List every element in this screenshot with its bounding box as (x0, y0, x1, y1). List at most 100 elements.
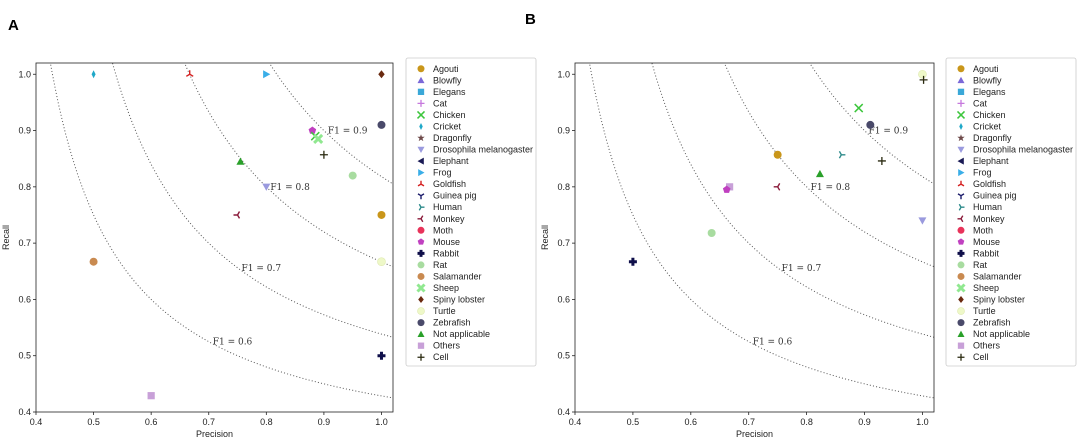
legend-marker-moth (417, 226, 425, 234)
legend-marker-dragonfly (957, 134, 965, 142)
data-point-cell (919, 75, 928, 84)
legend-label-agouti: Agouti (973, 64, 999, 74)
legend-label-elephant: Elephant (433, 156, 469, 166)
f1-curve-0-9 (268, 63, 393, 184)
data-point-others (147, 392, 155, 400)
legend-marker-agouti (957, 65, 965, 73)
x-tick-label: 0.9 (318, 417, 331, 427)
legend-marker-monkey (957, 215, 964, 223)
f1-curve-0-7 (111, 63, 393, 338)
legend-label-moth: Moth (433, 225, 453, 235)
chart-panel-b: F1 = 0.6 F1 = 0.7 F1 = 0.8 F1 = 0.9 0.4 0.5 0.… (540, 57, 1077, 439)
legend-label-rat: Rat (973, 260, 988, 270)
data-point-goldfish (185, 70, 194, 77)
x-tick-label: 0.7 (742, 417, 755, 427)
legend-marker-monkey (417, 215, 424, 223)
data-point-zebrafish (866, 120, 875, 129)
f1-curve-label: F1 = 0.6 (213, 338, 253, 348)
f1-curve-label: F1 = 0.7 (782, 264, 822, 274)
legend-marker-rabbit (417, 249, 425, 257)
legend-label-goldfish: Goldfish (433, 179, 466, 189)
x-tick-label: 0.9 (858, 417, 871, 427)
data-point-mouse (308, 126, 317, 134)
legend-marker-cat (957, 99, 965, 107)
data-point-cell (877, 156, 886, 165)
legend-label-rabbit: Rabbit (433, 248, 460, 258)
legend-label-spiny-lobster: Spiny lobster (433, 295, 485, 305)
legend-label-sheep: Sheep (433, 283, 459, 293)
legend-label-zebrafish: Zebrafish (973, 318, 1011, 328)
f1-curve-0-8 (723, 63, 934, 268)
legend-label-dragonfly: Dragonfly (973, 133, 1012, 143)
panel-label-b: B (525, 11, 536, 28)
legend-marker-cell (957, 353, 965, 361)
f1-curve-0-9 (809, 63, 934, 184)
legend-label-monkey: Monkey (433, 214, 465, 224)
f1-curve-0-7 (651, 63, 934, 338)
x-axis-label: Precision (736, 429, 773, 439)
data-point-monkey (233, 211, 241, 219)
legend-label-frog: Frog (433, 168, 452, 178)
x-tick-label: 0.7 (202, 417, 215, 427)
legend-marker-elegans (957, 88, 965, 95)
y-tick-label: 0.7 (557, 238, 570, 248)
legend-marker-sheep (956, 283, 966, 293)
data-point-spiny-lobster (378, 70, 385, 79)
legend-label-mouse: Mouse (973, 237, 1000, 247)
legend-marker-sheep (416, 283, 426, 293)
data-point-cricket (91, 70, 96, 79)
y-axis-label: Recall (1, 225, 11, 250)
y-tick-label: 0.8 (18, 182, 31, 192)
legend-label-salamander: Salamander (973, 271, 1022, 281)
y-tick-label: 0.9 (557, 126, 570, 136)
f1-curve-0-8 (184, 63, 393, 268)
x-tick-label: 0.4 (569, 417, 582, 427)
y-tick-label: 0.5 (18, 351, 31, 361)
data-point-not-applicable (236, 157, 245, 165)
legend-marker-dragonfly (417, 134, 425, 142)
legend-marker-rat (417, 261, 425, 269)
data-point-drosophila-melanogaster (918, 217, 927, 225)
legend-marker-cell (417, 353, 425, 361)
legend-label-blowfly: Blowfly (973, 75, 1002, 85)
data-point-mouse (722, 185, 731, 193)
data-point-agouti (773, 150, 782, 159)
legend-label-cricket: Cricket (973, 121, 1002, 131)
legend-marker-chicken (416, 110, 426, 119)
legend-marker-drosophila-melanogaster (957, 146, 965, 154)
data-point-turtle (377, 257, 386, 267)
legend-marker-chicken (956, 110, 966, 119)
y-tick-label: 0.4 (557, 407, 570, 417)
data-point-human (838, 150, 846, 159)
data-point-cell (319, 150, 328, 159)
legend-label-others: Others (973, 341, 1001, 351)
f1-curve-label: F1 = 0.8 (270, 183, 310, 193)
legend-marker-cricket (419, 122, 423, 130)
f1-curve-label: F1 = 0.8 (811, 183, 851, 193)
legend-label-dragonfly: Dragonfly (433, 133, 472, 143)
legend-label-goldfish: Goldfish (973, 179, 1006, 189)
data-point-drosophila-melanogaster (262, 183, 271, 191)
data-point-sheep (313, 133, 324, 145)
data-point-frog (263, 70, 271, 79)
data-point-zebrafish (377, 120, 386, 129)
data-point-agouti (377, 210, 386, 219)
legend-marker-zebrafish (417, 319, 425, 327)
legend-marker-elephant (957, 157, 964, 165)
plot-area-frame (574, 62, 935, 413)
legend-marker-elephant (417, 157, 424, 165)
legend-marker-frog (418, 169, 425, 177)
legend-label-others: Others (433, 341, 461, 351)
legend-label-chicken: Chicken (973, 110, 1006, 120)
x-tick-label: 0.5 (627, 417, 640, 427)
legend-marker-turtle (417, 307, 425, 315)
y-tick-label: 0.5 (557, 351, 570, 361)
x-axis-label: Precision (196, 429, 233, 439)
legend-label-mouse: Mouse (433, 237, 460, 247)
legend-label-turtle: Turtle (973, 306, 996, 316)
legend-label-moth: Moth (973, 225, 993, 235)
legend-marker-zebrafish (957, 319, 965, 327)
legend-marker-not-applicable (417, 330, 425, 337)
